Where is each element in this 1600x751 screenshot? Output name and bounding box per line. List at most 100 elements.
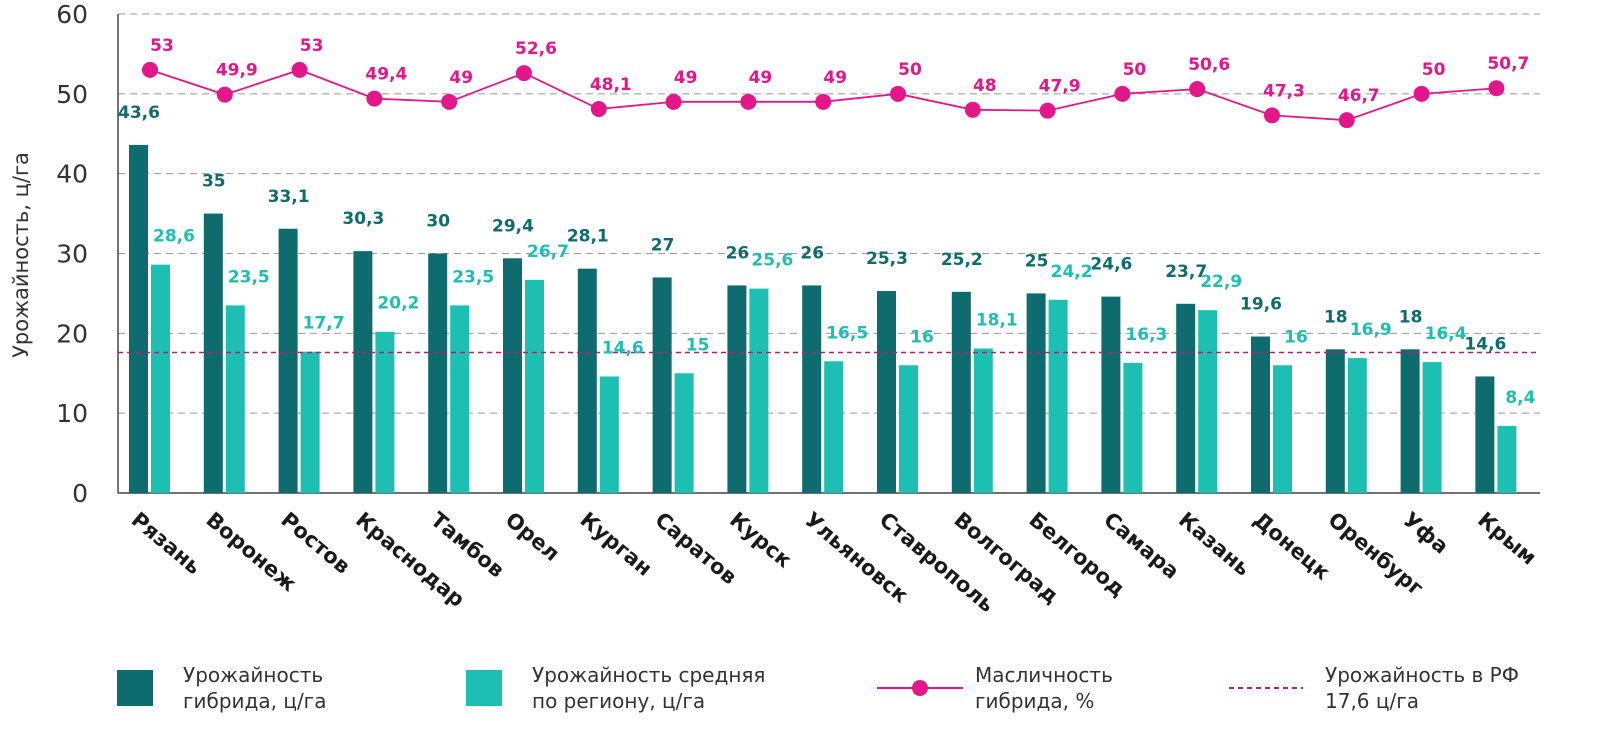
y-tick-labels: 0 10 20 30 40 50 60	[56, 0, 88, 508]
bar-regional-yield	[973, 348, 993, 493]
data-label-hybrid-yield: 18	[1324, 307, 1348, 327]
bar-hybrid-yield	[1475, 376, 1495, 493]
bar-regional-yield	[1273, 365, 1292, 493]
data-label-oil-content: 47,9	[1039, 77, 1081, 97]
x-tick-label: Курск	[725, 507, 796, 572]
bar-regional-yield	[525, 279, 544, 493]
bar-hybrid-yield	[877, 291, 896, 493]
legend-swatch-oil-content	[877, 680, 963, 696]
data-label-oil-content: 49,9	[216, 61, 258, 81]
data-label-regional-yield: 16,4	[1425, 324, 1467, 344]
y-tick-label: 20	[56, 319, 88, 348]
bar-hybrid-yield	[1251, 336, 1270, 493]
x-tick-label: Рязань	[127, 507, 206, 579]
bar-hybrid-yield	[1325, 349, 1345, 493]
data-label-hybrid-yield: 30,3	[342, 209, 384, 229]
legend-label-regional-yield: Урожайность средняя по региону, ц/га	[532, 663, 766, 713]
y-tick-label: 10	[56, 399, 88, 428]
oil-content-point	[740, 93, 757, 110]
data-label-hybrid-yield: 18	[1399, 307, 1423, 327]
data-label-regional-yield: 16	[910, 327, 934, 347]
data-label-regional-yield: 24,2	[1051, 262, 1093, 282]
x-tick-label: Саратов	[650, 507, 741, 589]
data-label-oil-content: 52,6	[515, 39, 557, 59]
bar-regional-yield	[1497, 425, 1517, 493]
data-label-hybrid-yield: 29,4	[492, 216, 534, 236]
data-label-regional-yield: 26,7	[527, 242, 569, 262]
x-tick-label: Казань	[1174, 507, 1255, 580]
legend-label-rf-yield: Урожайность в РФ 17,6 ц/га	[1325, 663, 1519, 713]
bar-hybrid-yield	[577, 268, 597, 493]
bar-hybrid-yield	[129, 144, 148, 493]
data-label-oil-content: 48,1	[590, 75, 632, 95]
bar-regional-yield	[1123, 362, 1143, 493]
data-label-oil-content: 50	[898, 60, 922, 80]
oil-content-point	[1189, 81, 1206, 98]
bar-hybrid-yield	[1026, 293, 1046, 493]
oil-content-point	[1338, 112, 1355, 129]
legend-label-oil-content: Масличность гибрида, %	[975, 663, 1113, 713]
legend-swatch-regional-yield	[466, 670, 502, 706]
bar-hybrid-yield	[1400, 349, 1420, 493]
data-label-hybrid-yield: 26	[800, 243, 824, 263]
bar-regional-yield	[300, 351, 320, 493]
y-tick-label: 30	[56, 240, 88, 269]
data-label-hybrid-yield: 43,6	[118, 103, 160, 123]
oil-content-point	[1488, 80, 1505, 97]
data-label-regional-yield: 16,5	[826, 323, 868, 343]
data-label-hybrid-yield: 26	[726, 243, 750, 263]
bar-hybrid-yield	[727, 285, 747, 493]
x-tick-label: Орел	[501, 507, 564, 566]
oil-content-point	[216, 86, 233, 103]
data-label-regional-yield: 16,9	[1350, 320, 1392, 340]
x-tick-label: Курган	[576, 507, 657, 580]
data-label-oil-content: 47,3	[1263, 81, 1305, 101]
data-label-oil-content: 49	[749, 68, 773, 88]
oil-content-point	[1039, 102, 1056, 119]
x-tick-label: Крым	[1473, 507, 1541, 569]
legend: Урожайность гибрида, ц/га Урожайность ср…	[0, 662, 1600, 722]
bar-regional-yield	[674, 373, 694, 493]
legend-swatch-rf-yield	[1229, 687, 1303, 689]
oil-content-point	[1264, 107, 1280, 124]
data-label-hybrid-yield: 30	[426, 212, 450, 232]
oil-content-point	[441, 93, 458, 110]
bar-hybrid-yield	[353, 251, 373, 493]
bar-hybrid-yield	[428, 253, 448, 493]
bar-hybrid-yield	[652, 277, 672, 493]
data-label-regional-yield: 18,1	[976, 311, 1018, 331]
bar-regional-yield	[375, 331, 395, 493]
data-label-hybrid-yield: 35	[202, 172, 226, 192]
oil-content-point	[590, 101, 607, 118]
data-label-hybrid-yield: 14,6	[1464, 334, 1506, 354]
data-label-oil-content: 46,7	[1338, 86, 1380, 106]
data-label-regional-yield: 25,6	[751, 251, 793, 271]
bar-regional-yield	[599, 376, 619, 493]
data-label-regional-yield: 16,3	[1125, 325, 1167, 345]
data-label-oil-content: 50,7	[1487, 54, 1529, 74]
y-axis-title: Урожайность, ц/га	[9, 152, 33, 358]
data-label-regional-yield: 23,5	[452, 267, 494, 287]
y-tick-label: 60	[56, 0, 88, 29]
y-tick-label: 0	[72, 479, 88, 508]
bar-hybrid-yield	[951, 291, 971, 493]
data-label-regional-yield: 22,9	[1200, 272, 1242, 292]
y-tick-label: 50	[56, 80, 88, 109]
data-label-hybrid-yield: 27	[651, 235, 675, 255]
bar-hybrid-yield	[503, 258, 522, 493]
bar-regional-yield	[1048, 299, 1068, 493]
data-label-regional-yield: 16	[1284, 327, 1308, 347]
data-label-oil-content: 50	[1422, 60, 1446, 80]
bar-regional-yield	[450, 305, 470, 493]
data-label-hybrid-yield: 28,1	[567, 227, 609, 247]
legend-item-rf-yield: Урожайность в РФ 17,6 ц/га	[1229, 662, 1519, 714]
bar-regional-yield	[225, 305, 245, 493]
data-label-oil-content: 53	[300, 36, 324, 56]
oil-content-line	[142, 61, 1505, 129]
data-label-oil-content: 49,4	[365, 65, 407, 85]
x-tick-label: Донецк	[1249, 507, 1335, 584]
data-label-regional-yield: 28,6	[153, 227, 195, 247]
